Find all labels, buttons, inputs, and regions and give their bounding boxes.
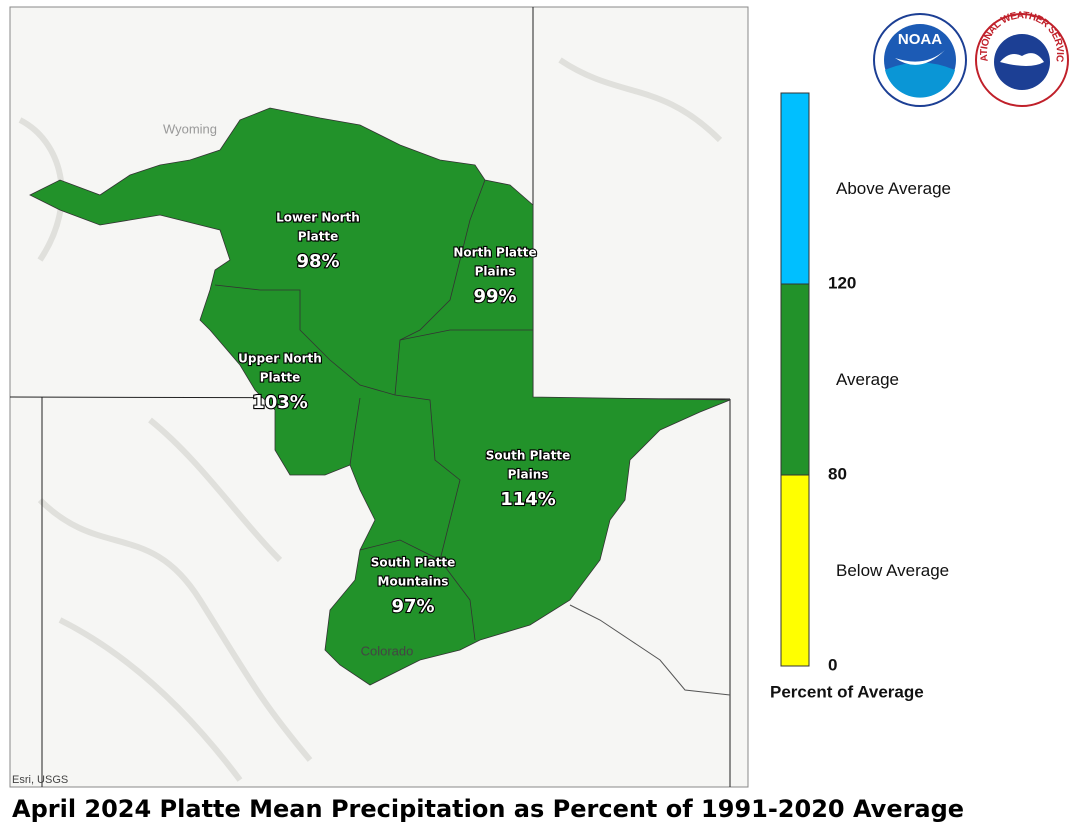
region-name: North Platte — [453, 246, 536, 260]
legend-swatch — [780, 92, 810, 285]
region-value: 97% — [391, 596, 434, 617]
region-name: South Platte — [486, 449, 571, 463]
legend-tick: 120 — [828, 273, 856, 292]
basin-boundaries — [214, 179, 533, 641]
region-name: Plains — [475, 265, 516, 279]
state-label: Colorado — [361, 643, 414, 658]
legend-tick: 80 — [828, 464, 847, 483]
page-title: April 2024 Platte Mean Precipitation as … — [12, 795, 964, 823]
terrain — [18, 57, 723, 782]
noaa-logo: NOAA — [873, 13, 967, 107]
legend-title: Percent of Average — [770, 682, 924, 701]
legend-tick: 0 — [828, 655, 837, 674]
region-name: Mountains — [378, 575, 449, 589]
region-value: 114% — [500, 489, 556, 510]
region-name: Upper North — [238, 352, 322, 366]
noaa-text: NOAA — [898, 31, 942, 48]
legend-swatch — [780, 474, 810, 667]
state-label: Wyoming — [163, 121, 217, 136]
legend-swatch — [780, 283, 810, 476]
region-name: South Platte — [371, 556, 456, 570]
legend-label: Below Average — [836, 561, 949, 580]
region-name: Lower North — [276, 211, 360, 225]
region-name: Platte — [260, 371, 301, 385]
legend-label: Average — [836, 370, 899, 389]
basins: Lower North Platte 98% North Platte Plains 99… — [29, 107, 731, 686]
region-name: Platte — [298, 230, 339, 244]
attribution: Esri, USGS — [12, 774, 68, 786]
region-value: 103% — [252, 392, 308, 413]
region-name: Plains — [508, 468, 549, 482]
legend: Above Average Average Below Average 120 80 0 — [780, 92, 951, 674]
region-value: 99% — [473, 286, 516, 307]
region-value: 98% — [296, 251, 339, 272]
legend-label: Above Average — [836, 179, 951, 198]
basin-area — [29, 107, 731, 686]
